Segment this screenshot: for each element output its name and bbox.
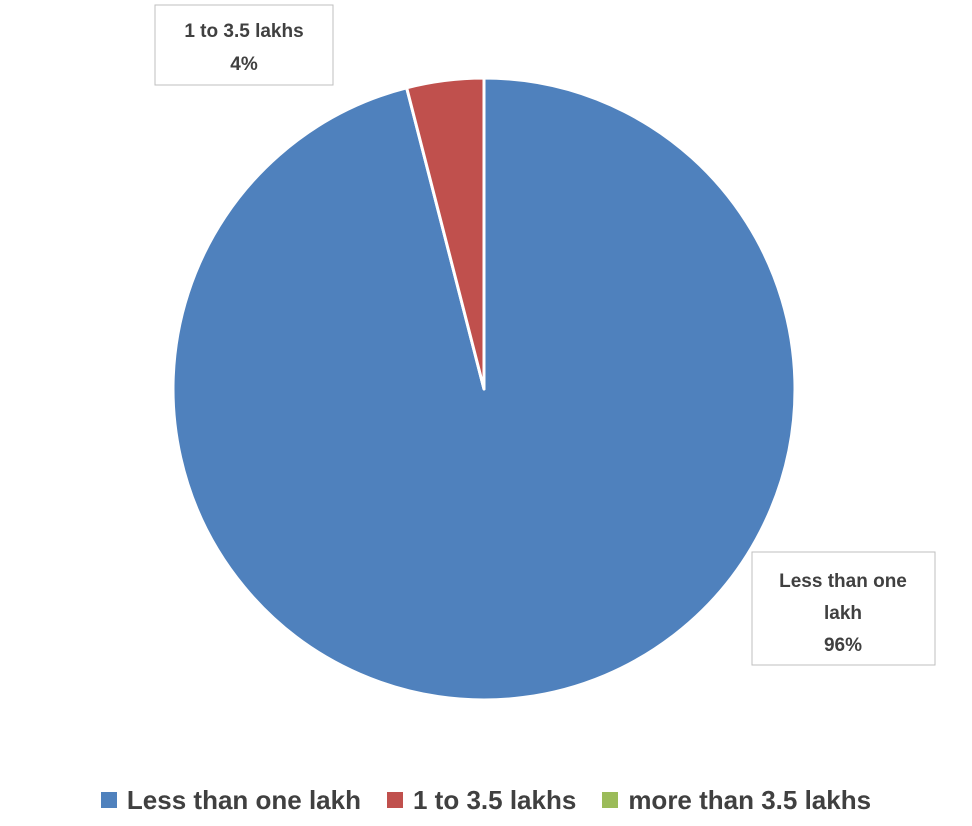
data-label-less-than-one-lakh: Less than one lakh 96% (751, 551, 936, 666)
data-label-1-to-3-5-lakhs: 1 to 3.5 lakhs 4% (154, 4, 334, 86)
data-label-category: Less than one (779, 571, 907, 592)
data-label-box (154, 4, 334, 86)
legend-label: Less than one lakh (126, 784, 361, 815)
data-label-box (751, 551, 936, 666)
legend-swatch (100, 792, 117, 808)
legend-swatch (602, 792, 619, 808)
data-label-category: 1 to 3.5 lakhs (184, 21, 303, 42)
legend-item-1-to-3-5-lakhs: 1 to 3.5 lakhs (387, 785, 576, 816)
legend: Less than one lakh 1 to 3.5 lakhs more t… (0, 780, 972, 820)
legend-swatch (387, 792, 403, 808)
legend-item-less-than-one-lakh: Less than one lakh (100, 784, 361, 816)
pie-slice-1-to-3-5-lakhs (405, 76, 486, 391)
legend-item-more-than-3-5-lakhs: more than 3.5 lakhs (602, 785, 871, 816)
data-label-value: 4% (230, 54, 258, 75)
pie-slices (171, 76, 797, 702)
legend-label: more than 3.5 lakhs (628, 784, 872, 815)
legend-label: 1 to 3.5 lakhs (413, 784, 577, 815)
data-label-category: lakh (824, 603, 862, 624)
data-label-value: 96% (824, 635, 862, 656)
